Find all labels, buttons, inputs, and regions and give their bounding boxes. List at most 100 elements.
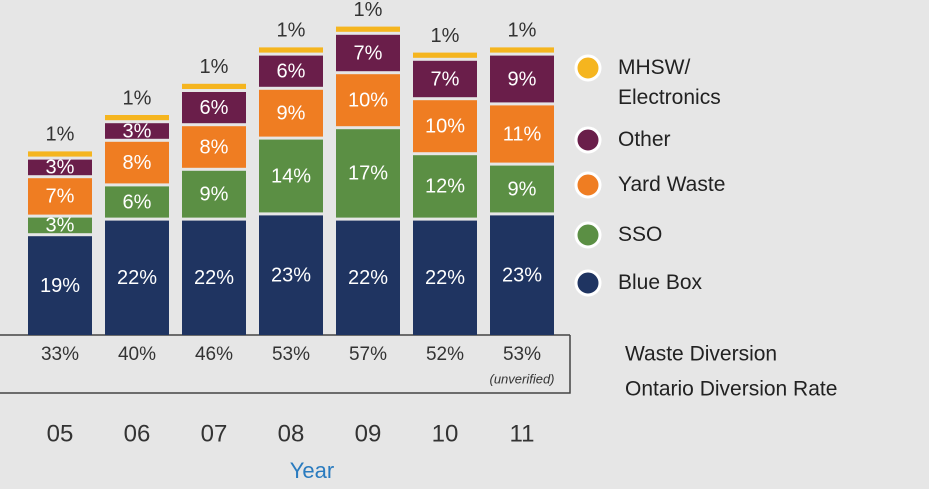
- x-tick-label: 09: [355, 420, 382, 447]
- diversion-value: 52%: [426, 344, 464, 365]
- bar-segment: [28, 151, 92, 157]
- bar-segment: [28, 217, 92, 234]
- data-label: 1%: [508, 20, 537, 42]
- table-border: [0, 335, 571, 394]
- bar-segment: [413, 220, 477, 335]
- bar-segment: [105, 115, 169, 121]
- data-label: 10%: [425, 115, 465, 137]
- bar-segment: [413, 52, 477, 58]
- data-label: 7%: [431, 68, 460, 90]
- data-label: 12%: [425, 176, 465, 198]
- bar-segment: [182, 83, 246, 89]
- bar-segment: [413, 155, 477, 218]
- legend-swatch: [574, 126, 602, 154]
- bar-segment: [490, 47, 554, 53]
- bar-segment: [105, 141, 169, 184]
- bar-segment: [490, 105, 554, 163]
- data-label: 7%: [46, 186, 75, 208]
- legend-entry: Blue Box: [618, 271, 703, 294]
- x-tick-label: 06: [124, 420, 151, 447]
- bar-segment: [413, 100, 477, 153]
- legend-label: Yard Waste: [618, 173, 726, 196]
- legend-swatch: [574, 171, 602, 199]
- bar-segment: [105, 186, 169, 218]
- data-label: 22%: [117, 267, 157, 289]
- data-label: 1%: [200, 56, 229, 78]
- data-label: 7%: [354, 42, 383, 64]
- x-tick-label: 11: [510, 420, 535, 447]
- legend-label: Blue Box: [618, 271, 703, 294]
- legend-label: SSO: [618, 223, 663, 246]
- data-label: 1%: [277, 20, 306, 42]
- legend-entry: MHSW/ Electronics: [618, 56, 721, 109]
- data-label: 23%: [271, 264, 311, 286]
- data-label: 1%: [123, 87, 152, 109]
- diversion-value: 57%: [349, 344, 387, 365]
- data-label: 17%: [348, 163, 388, 185]
- legend-entry: Yard Waste: [618, 173, 726, 196]
- bar-segment: [28, 159, 92, 176]
- diversion-value: 33%: [41, 344, 79, 365]
- bar-segment: [259, 47, 323, 53]
- data-label: 3%: [123, 120, 152, 142]
- data-label: 6%: [277, 60, 306, 82]
- bar-segment: [336, 34, 400, 72]
- legend-swatch: [574, 54, 602, 82]
- bar-segment: [259, 55, 323, 87]
- data-label: 1%: [431, 25, 460, 47]
- diversion-value: 40%: [118, 344, 156, 365]
- bar-segment: [490, 55, 554, 103]
- data-label: 3%: [46, 215, 75, 237]
- legend-swatch: [574, 269, 602, 297]
- data-label: 11%: [503, 123, 542, 145]
- diversion-value: 53%: [272, 344, 310, 365]
- bar-segment: [182, 126, 246, 168]
- bar-segment: [105, 123, 169, 139]
- bar-segment: [336, 220, 400, 335]
- bar-segment: [490, 165, 554, 213]
- data-label: 14%: [271, 165, 311, 187]
- diversion-value: 46%: [195, 344, 233, 365]
- bar-segment: [336, 129, 400, 218]
- bar-segment: [336, 26, 400, 32]
- bar-segment: [28, 178, 92, 215]
- bar-segment: [259, 139, 323, 213]
- data-label: 6%: [200, 97, 229, 119]
- data-label: 22%: [194, 267, 234, 289]
- legend-entry: SSO: [618, 223, 663, 246]
- data-label: 3%: [46, 157, 75, 179]
- x-tick-label: 07: [201, 420, 228, 447]
- bar-segment: [259, 215, 323, 335]
- x-axis-label: Year: [290, 458, 334, 483]
- data-label: 1%: [354, 0, 383, 21]
- data-label: 9%: [277, 102, 306, 124]
- legend-entry: Other: [618, 128, 671, 151]
- x-tick-label: 08: [278, 420, 305, 447]
- data-label: 22%: [425, 267, 465, 289]
- bar-segment: [105, 220, 169, 335]
- data-label: 22%: [348, 267, 388, 289]
- bar-segment: [259, 89, 323, 137]
- data-label: 1%: [46, 124, 75, 146]
- data-label: 19%: [40, 275, 80, 297]
- legend-swatch: [574, 221, 602, 249]
- bar-segment: [490, 215, 554, 335]
- bar-segment: [182, 220, 246, 335]
- data-label: 9%: [508, 178, 537, 200]
- data-label: 9%: [200, 183, 229, 205]
- bar-segment: [182, 170, 246, 218]
- diversion-value: 53%: [503, 344, 541, 365]
- data-label: 10%: [348, 89, 388, 111]
- legend-label: MHSW/ Electronics: [618, 56, 721, 109]
- annotation: (unverified): [489, 371, 554, 386]
- x-tick-label: 05: [47, 420, 74, 447]
- data-label: 6%: [123, 191, 152, 213]
- bar-segment: [182, 92, 246, 124]
- diversion-label: Waste Diversion: [625, 343, 777, 366]
- bar-segment: [413, 60, 477, 98]
- bar-segment: [336, 74, 400, 127]
- legend-label: Other: [618, 128, 671, 151]
- data-label: 23%: [502, 264, 542, 286]
- data-label: 8%: [200, 136, 229, 158]
